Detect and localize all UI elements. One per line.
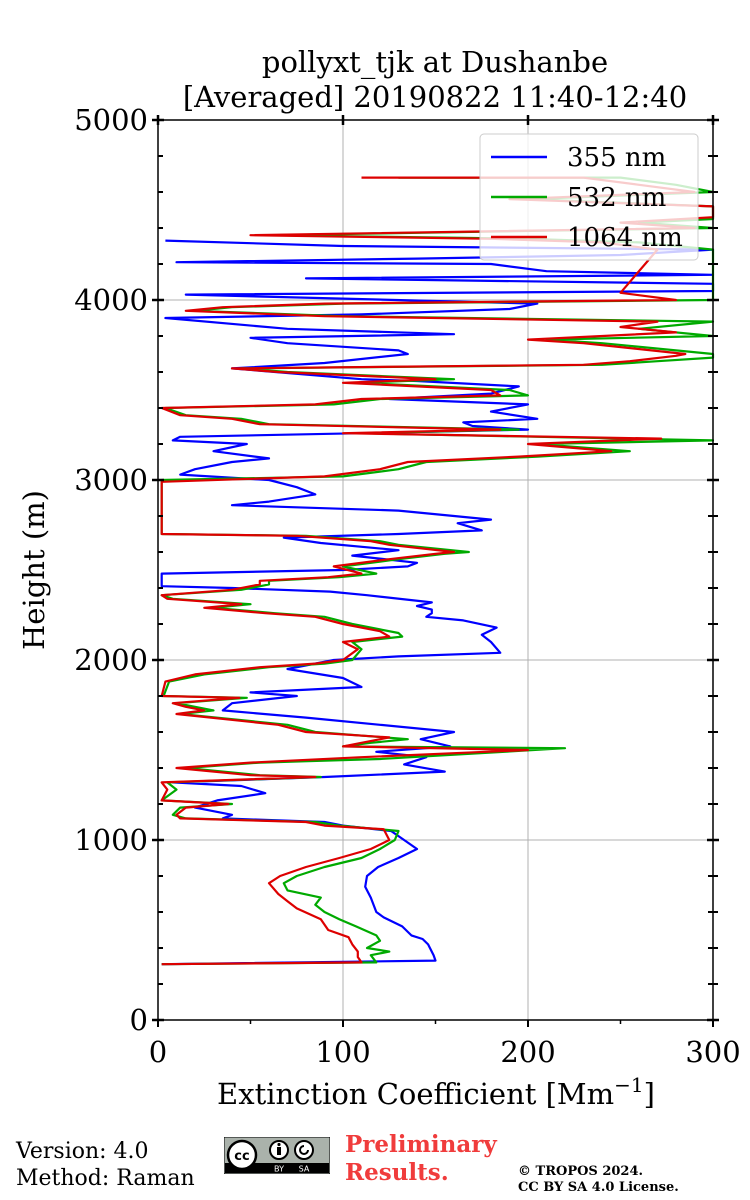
chart-title-line1: pollyxt_tjk at Dushanbe: [262, 45, 608, 80]
cc-icon: [226, 1139, 258, 1171]
y-tick-label: 4000: [74, 283, 148, 317]
y-tick-label: 0: [130, 1003, 148, 1037]
x-axis-label-end: ]: [644, 1077, 655, 1111]
x-axis-label-exponent: −1: [614, 1073, 643, 1097]
badge-sa-text: SA: [299, 1165, 310, 1174]
y-tick-label: 3000: [74, 463, 148, 497]
y-tick-label: 1000: [74, 823, 148, 857]
cc-icon-text: cc: [234, 1149, 249, 1164]
chart-title-line2: [Averaged] 20190822 11:40-12:40: [183, 80, 687, 114]
method-label: Method: Raman: [16, 1166, 195, 1191]
x-axis-label-main: Extinction Coefficient [Mm: [217, 1077, 614, 1111]
x-tick-label: 300: [685, 1035, 740, 1069]
x-axis-ticks: 0 100 200 300: [149, 115, 741, 1069]
legend-label: 1064 nm: [567, 223, 683, 253]
y-axis-ticks: 0 1000 2000 3000 4000 5000: [74, 103, 719, 1037]
cc-by-sa-badge: cc BY SA: [224, 1137, 330, 1174]
legend-label: 355 nm: [567, 143, 666, 173]
extinction-profile-chart: pollyxt_tjk at Dushanbe [Averaged] 20190…: [17, 45, 741, 1111]
series-lines: [160, 176, 715, 966]
legend-label: 532 nm: [567, 183, 666, 213]
legend-box: [479, 133, 699, 261]
y-tick-label: 5000: [74, 103, 148, 137]
badge-by-text: BY: [274, 1165, 284, 1174]
preliminary-label: Preliminary: [345, 1131, 497, 1158]
x-tick-label: 200: [500, 1035, 555, 1069]
y-tick-label: 2000: [74, 643, 148, 677]
version-label: Version: 4.0: [16, 1139, 149, 1164]
share-alike-icon: [294, 1140, 314, 1160]
x-tick-label: 100: [315, 1035, 370, 1069]
legend: 355 nm 532 nm 1064 nm: [479, 133, 699, 261]
results-label: Results.: [345, 1159, 449, 1186]
y-axis-label: Height (m): [17, 490, 51, 650]
plot-frame: [157, 119, 714, 1021]
x-tick-label: 0: [149, 1035, 167, 1069]
x-axis-label: Extinction Coefficient [Mm−1]: [217, 1073, 655, 1111]
series-line-355-nm: [160, 239, 715, 966]
series-line-1064-nm: [160, 176, 715, 966]
copyright-label: © TROPOS 2024.: [518, 1164, 644, 1179]
license-label: CC BY SA 4.0 License.: [518, 1180, 679, 1195]
